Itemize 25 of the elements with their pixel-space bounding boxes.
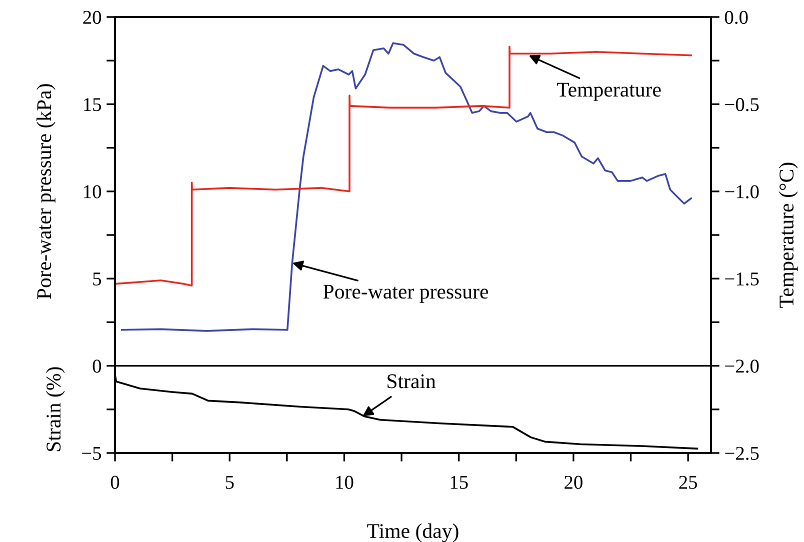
x-tick-label: 0 [110,476,120,489]
y2-tick-label: −2.5 [725,446,759,460]
text: Strain (%) [46,367,65,452]
annotation: Strain [388,374,436,388]
y2-tick-label: −1.5 [725,272,759,286]
y2-tick-label: −0.5 [725,98,759,112]
x-tick-label: 15 [450,476,468,489]
y-tick-label: 20 [83,10,102,24]
x-axis-title: Time (day) [367,523,458,542]
y2-tick-label: −1.0 [725,185,759,198]
y-tick-label: 5 [93,272,102,286]
x-tick-label: 10 [336,476,354,489]
y2-tick-label: 0.0 [724,10,748,24]
y2-axis-title: Temperature (°C) [778,162,798,308]
y-tick-label: 10 [84,185,102,198]
x-tick-label: 20 [564,476,582,489]
x-tick-label: 25 [679,476,698,489]
annotation: Pore-water pressure [323,284,488,303]
y-axis-title: Pore-water pressure (kPa) [36,84,56,299]
y-tick-label: −5 [82,447,102,460]
y2-tick-label: −2.0 [725,360,759,373]
annotation: Temperature [556,82,661,101]
y-tick-label: 15 [84,98,102,112]
y-tick-label: 0 [92,360,102,373]
x-tick-label: 5 [226,476,234,489]
